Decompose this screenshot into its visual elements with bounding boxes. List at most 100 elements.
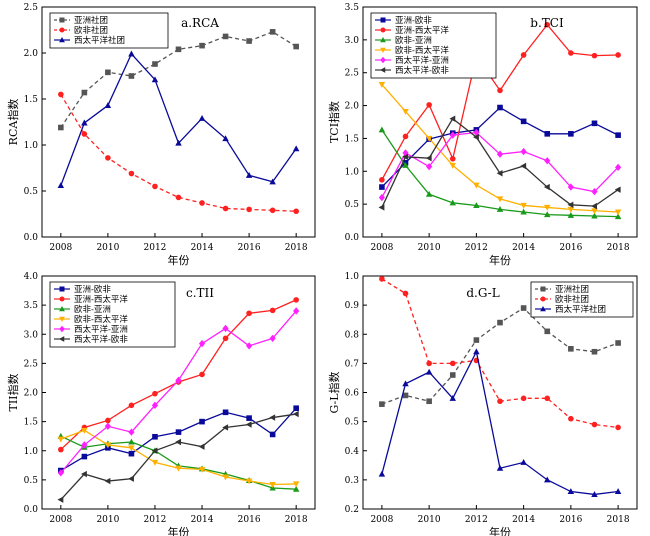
data-point xyxy=(58,91,64,98)
chart-svg: 2008 2010 2012 2014 2016 2018 0.0 0.5 1.0 1.5 2.0 2… xyxy=(6,272,316,536)
data-point xyxy=(615,424,621,431)
data-point xyxy=(222,135,229,142)
data-point xyxy=(57,469,64,477)
data-point xyxy=(293,208,299,215)
data-point xyxy=(449,115,456,122)
x-tick-label: 2012 xyxy=(465,243,488,253)
data-point xyxy=(246,310,252,317)
data-point xyxy=(292,481,300,488)
data-point xyxy=(615,340,621,346)
x-tick-label: 2014 xyxy=(191,243,214,253)
series-line xyxy=(381,349,619,496)
data-point xyxy=(246,38,252,44)
legend-label: 亚洲社团 xyxy=(74,15,108,26)
data-point xyxy=(199,418,205,425)
data-point xyxy=(567,206,575,213)
data-point xyxy=(246,206,252,213)
series-line xyxy=(381,117,619,208)
x-tick-label: 2008 xyxy=(49,243,72,253)
y-axis-label: G-L指数 xyxy=(327,371,341,413)
legend-marker xyxy=(380,17,386,23)
data-point xyxy=(81,119,88,126)
x-tick-label: 2014 xyxy=(512,243,535,253)
data-point xyxy=(104,442,112,449)
series-line xyxy=(60,94,297,212)
legend-marker xyxy=(540,286,546,292)
x-tick-label: 2010 xyxy=(418,243,441,253)
data-point xyxy=(544,204,551,211)
data-point xyxy=(449,394,456,401)
data-point xyxy=(402,392,409,399)
data-point xyxy=(520,162,527,170)
panel-title: c.TII xyxy=(186,286,214,300)
y-tick-label: 1.0 xyxy=(24,447,39,457)
data-point xyxy=(105,417,111,424)
data-point xyxy=(567,488,575,495)
data-point xyxy=(128,438,135,445)
legend-label: 西太平洋-亚洲 xyxy=(74,324,128,335)
data-point xyxy=(520,118,527,125)
data-point xyxy=(128,402,135,409)
data-point xyxy=(128,73,135,79)
data-point xyxy=(128,445,135,452)
series-西太平洋-欧非 xyxy=(378,115,621,211)
legend-label: 西太平洋-欧非 xyxy=(395,65,449,76)
legend-marker xyxy=(59,316,65,322)
x-tick-label: 2012 xyxy=(144,243,167,253)
data-point xyxy=(128,475,134,482)
legend-label: 欧非-西太平洋 xyxy=(74,314,128,325)
data-point xyxy=(292,485,300,492)
data-point xyxy=(293,307,300,315)
x-tick-label: 2010 xyxy=(418,515,441,525)
y-tick-label: 3.5 xyxy=(345,3,360,13)
data-point xyxy=(245,421,252,428)
legend-label: 亚洲-西太平洋 xyxy=(395,25,449,36)
data-point xyxy=(496,464,504,471)
data-point xyxy=(175,376,182,384)
data-point xyxy=(175,194,182,201)
data-point xyxy=(497,104,503,111)
series-欧非社团 xyxy=(379,276,621,431)
data-point xyxy=(104,477,111,485)
series-西太平洋社团 xyxy=(57,50,300,188)
data-point xyxy=(199,42,205,49)
legend-marker xyxy=(380,56,386,64)
data-point xyxy=(497,87,503,94)
legend-label: 亚洲-欧非 xyxy=(395,15,432,26)
data-point xyxy=(425,135,433,142)
data-point xyxy=(425,190,433,197)
data-point xyxy=(293,405,299,412)
data-point xyxy=(496,150,504,158)
data-point xyxy=(544,328,551,335)
legend-label: 亚洲社团 xyxy=(555,284,589,295)
data-point xyxy=(57,182,65,188)
plot-frame xyxy=(362,6,638,238)
legend-label: 亚洲-欧非 xyxy=(74,284,111,295)
data-point xyxy=(104,102,112,108)
y-tick-label: 2.0 xyxy=(345,102,360,112)
series-西太平洋-欧非 xyxy=(57,410,299,503)
data-point xyxy=(544,476,551,483)
data-point xyxy=(269,482,276,488)
data-point xyxy=(544,21,551,28)
data-point xyxy=(568,50,574,56)
data-point xyxy=(128,170,135,177)
data-point xyxy=(497,319,503,326)
data-point xyxy=(568,131,574,137)
data-point xyxy=(615,52,621,58)
data-point xyxy=(198,339,206,348)
data-point xyxy=(81,89,88,96)
legend-label: 亚洲-西太平洋 xyxy=(74,294,128,305)
series-line xyxy=(381,106,619,188)
data-point xyxy=(222,474,229,481)
data-point xyxy=(175,438,182,446)
data-point xyxy=(449,162,456,169)
data-point xyxy=(568,415,574,422)
data-point xyxy=(473,133,479,141)
series-欧非社团 xyxy=(58,91,299,215)
y-tick-label: 0.7 xyxy=(345,359,360,369)
legend-label: 西太平洋社团 xyxy=(74,35,125,46)
legend-marker xyxy=(59,286,65,292)
data-point xyxy=(543,183,550,191)
